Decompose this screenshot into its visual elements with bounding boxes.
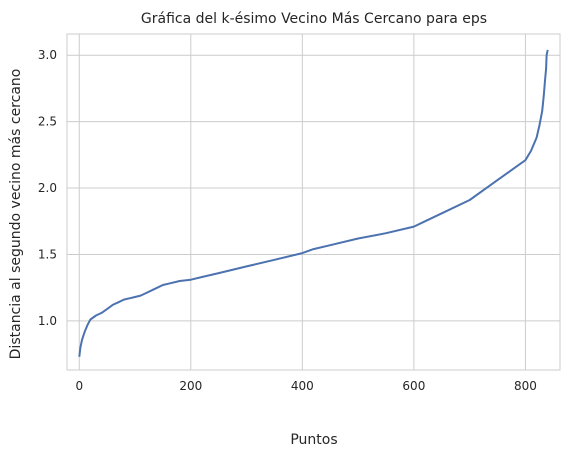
y-axis-label: Distancia al segundo vecino más cercano (8, 69, 24, 360)
x-tick-label: 600 (402, 379, 425, 393)
x-tick-label: 400 (291, 379, 314, 393)
x-tick-label: 0 (75, 379, 83, 393)
y-tick-label: 1.0 (38, 314, 57, 328)
x-axis-label: Puntos (290, 432, 337, 448)
grid (67, 34, 560, 370)
y-tick-label: 2.5 (38, 115, 57, 129)
distance-series-line (78, 49, 549, 357)
chart-title: Gráfica del k-ésimo Vecino Más Cercano p… (141, 11, 487, 27)
x-tick-label: 800 (514, 379, 537, 393)
plot-area-frame (66, 33, 561, 371)
y-tick-label: 2.0 (38, 181, 57, 195)
x-tick-label: 200 (179, 379, 202, 393)
y-tick-label: 1.5 (38, 247, 57, 261)
y-tick-label: 3.0 (38, 48, 57, 62)
y-axis-ticks: 1.0 1.5 2.0 2.5 3.0 (38, 48, 57, 328)
x-axis-ticks: 0 200 400 600 800 (75, 379, 536, 393)
